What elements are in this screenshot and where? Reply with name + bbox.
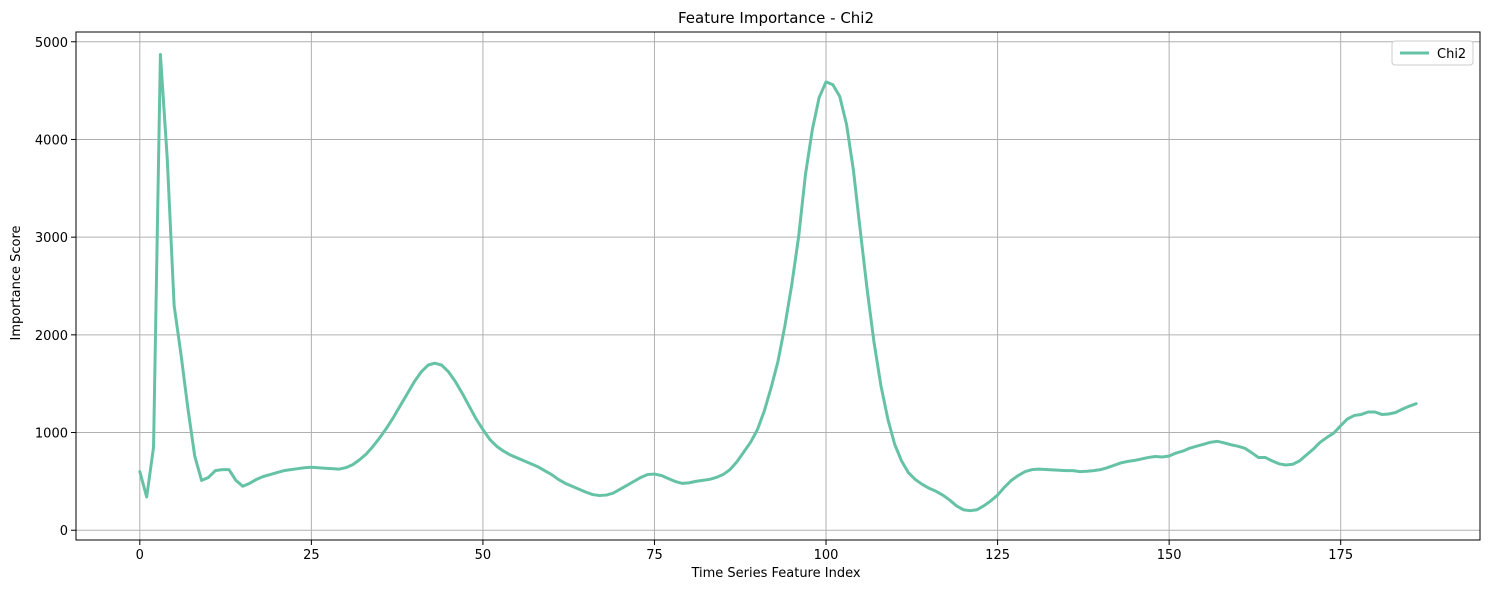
series-line-chi2: [138, 52, 1418, 513]
x-tick-label: 150: [1157, 548, 1182, 563]
plot-frame: [75, 31, 1481, 541]
x-tick-label: 100: [814, 548, 839, 563]
y-tick-label: 0: [60, 524, 68, 539]
y-tick-label: 2000: [35, 329, 68, 344]
series-layer: [138, 52, 1418, 513]
grid: [76, 32, 1480, 540]
x-axis-ticks: 0 25 50 75 100 125 150 175: [136, 540, 1353, 563]
y-tick-label: 3000: [35, 231, 68, 246]
y-tick-label: 1000: [35, 427, 68, 442]
x-tick-label: 0: [136, 548, 144, 563]
legend-label-chi2: Chi2: [1437, 47, 1466, 62]
legend: Chi2: [1391, 40, 1474, 66]
y-axis-label: Importance Score: [9, 225, 24, 340]
y-tick-label: 5000: [35, 36, 68, 51]
x-tick-label: 175: [1328, 548, 1353, 563]
y-tick-label: 4000: [35, 133, 68, 148]
chart-title: Feature Importance - Chi2: [678, 9, 874, 27]
x-tick-label: 125: [985, 548, 1010, 563]
x-axis-label: Time Series Feature Index: [690, 566, 860, 581]
legend-box: [1391, 40, 1474, 66]
y-axis-ticks: 0 1000 2000 3000 4000 5000: [35, 36, 76, 539]
x-tick-label: 75: [646, 548, 663, 563]
x-tick-label: 50: [475, 548, 492, 563]
x-tick-label: 25: [303, 548, 320, 563]
